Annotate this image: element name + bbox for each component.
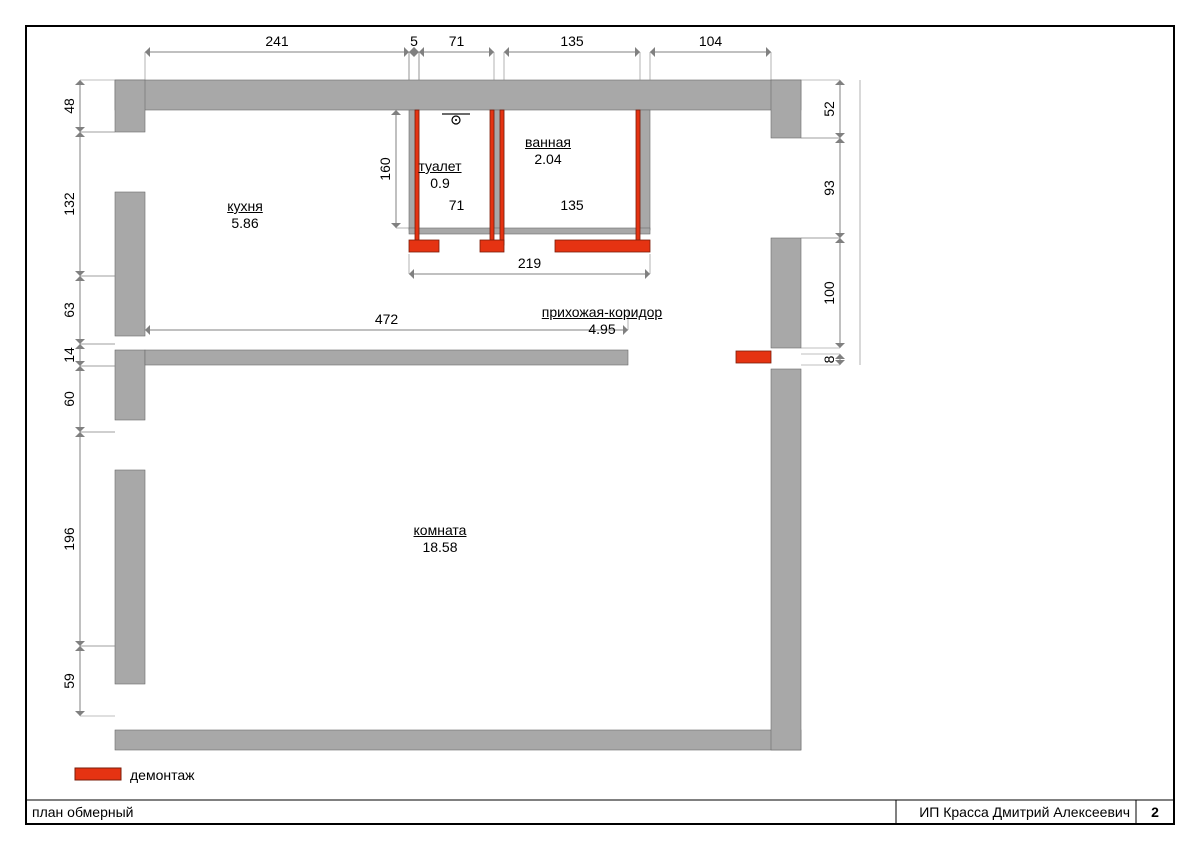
dimension-label: 59 [61, 673, 77, 689]
dimension-label: 104 [699, 33, 723, 49]
dimension-label: 52 [821, 101, 837, 117]
dimension-label: 472 [375, 311, 399, 327]
plan-svg: 2415711351044813263146019659529310081607… [0, 0, 1200, 849]
wall [115, 470, 145, 684]
demolition [409, 240, 439, 252]
titleblock-right: ИП Красса Дмитрий Алексеевич [902, 804, 1130, 821]
dimension-label: 219 [518, 255, 542, 271]
wall [409, 228, 650, 234]
wall [145, 350, 628, 365]
dimension-label: 48 [61, 98, 77, 114]
demolition [480, 240, 504, 252]
dimension-label: 132 [61, 192, 77, 216]
wall [115, 350, 145, 420]
demolition [555, 240, 650, 252]
wall [771, 238, 801, 348]
room-label-room: комната18.58 [360, 522, 520, 556]
dimension-label: 14 [61, 347, 77, 363]
wall [115, 730, 801, 750]
room-label-corridor: прихожая-коридор4.95 [522, 304, 682, 338]
dimension-label: 71 [449, 33, 465, 49]
dimension-label: 8 [821, 355, 837, 363]
demolition [736, 351, 771, 363]
wall [771, 80, 801, 138]
wall [771, 369, 801, 750]
dimension-label: 135 [560, 33, 584, 49]
room-label-bath: ванная2.04 [468, 134, 628, 168]
demolition [636, 110, 640, 245]
svg-text:71: 71 [449, 197, 465, 213]
legend-swatch [75, 768, 121, 780]
titleblock-pageno: 2 [1140, 804, 1170, 821]
dimension-label: 5 [410, 33, 418, 49]
dimension-label: 93 [821, 180, 837, 196]
dimension-label: 100 [821, 281, 837, 305]
wall [115, 192, 145, 336]
titleblock-left: план обмерный [32, 804, 432, 821]
wall [115, 80, 801, 110]
room-label-kitchen: кухня5.86 [165, 198, 325, 232]
wall [115, 80, 145, 132]
floor-plan-drawing: 2415711351044813263146019659529310081607… [0, 0, 1200, 849]
dimension-label: 63 [61, 302, 77, 318]
wall [640, 110, 650, 230]
svg-text:135: 135 [560, 197, 584, 213]
dimension-label: 196 [61, 527, 77, 551]
legend-label: демонтаж [130, 767, 195, 784]
dimension-label: 241 [265, 33, 289, 49]
dimension-label: 60 [61, 391, 77, 407]
